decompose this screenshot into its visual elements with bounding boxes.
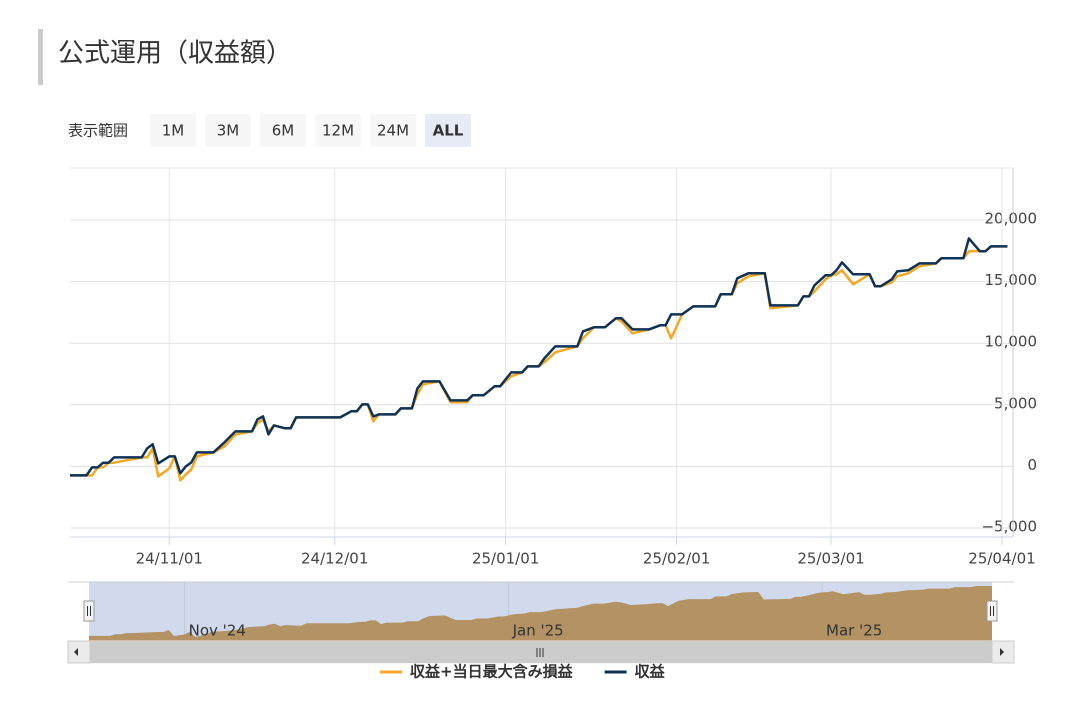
chart-title: 公式運用（収益額） xyxy=(58,39,292,69)
range-label: 表示範囲 xyxy=(68,122,128,140)
range-button-bg[interactable] xyxy=(150,114,196,147)
range-button-label: 1M xyxy=(162,122,185,140)
range-button-bg[interactable] xyxy=(425,114,471,147)
x-tick-label: 24/11/01 xyxy=(136,550,203,568)
scrollbar-arrow xyxy=(74,648,78,656)
range-button-label: 6M xyxy=(272,122,295,140)
range-button-bg xyxy=(260,114,306,147)
x-tick-label: 25/01/01 xyxy=(472,550,539,568)
navigator-handle[interactable] xyxy=(83,600,95,622)
range-button-bg[interactable] xyxy=(205,114,251,147)
legend-item[interactable]: 収益+当日最大含み損益 xyxy=(380,663,574,681)
navigator-handle-grip xyxy=(990,606,994,616)
y-tick-label: 5,000 xyxy=(994,394,1037,412)
scrollbar-arrow xyxy=(1000,648,1004,656)
legend-label[interactable]: 収益 xyxy=(635,663,666,681)
navigator-mask xyxy=(89,582,992,641)
range-button-label: 24M xyxy=(377,122,409,140)
x-tick-label: 25/02/01 xyxy=(643,550,710,568)
navigator-tick-label: Nov '24 xyxy=(189,622,246,640)
title-bar xyxy=(38,29,43,85)
y-tick-label: 20,000 xyxy=(985,209,1038,227)
x-tick-label: 24/12/01 xyxy=(301,550,368,568)
navigator-tick-label: Mar '25 xyxy=(826,622,882,640)
range-button-bg xyxy=(315,114,361,147)
navigator-handle-box[interactable] xyxy=(83,600,95,622)
y-tick-label: 10,000 xyxy=(985,333,1038,351)
y-tick-label: −5,000 xyxy=(981,518,1037,536)
range-button-bg xyxy=(370,114,416,147)
x-tick-label: 25/03/01 xyxy=(797,550,864,568)
y-tick-label: 0 xyxy=(1027,456,1037,474)
scrollbar-arrow-button[interactable] xyxy=(67,640,91,664)
legend-item[interactable]: 収益 xyxy=(604,663,666,681)
range-button: 24M xyxy=(370,114,416,147)
navigator-area xyxy=(89,586,992,641)
range-button-label: 12M xyxy=(322,122,354,140)
series-line xyxy=(70,237,1008,477)
range-button-label: ALL xyxy=(433,122,464,140)
range-button[interactable]: ALL xyxy=(425,114,471,147)
range-button: 6M xyxy=(260,114,306,147)
legend-label[interactable]: 収益+当日最大含み損益 xyxy=(410,663,574,681)
range-button[interactable]: 1M xyxy=(150,114,196,147)
range-button[interactable]: 3M xyxy=(205,114,251,147)
navigator-handle-box[interactable] xyxy=(986,600,998,622)
range-button: 12M xyxy=(315,114,361,147)
navigator-tick-label: Jan '25 xyxy=(512,622,564,640)
x-tick-label: 25/04/01 xyxy=(968,550,1035,568)
y-tick-label: 15,000 xyxy=(985,271,1038,289)
navigator-handle-grip xyxy=(87,606,91,616)
range-button-label: 3M xyxy=(217,122,240,140)
navigator-handle[interactable] xyxy=(986,600,998,622)
scrollbar-grip xyxy=(536,648,544,657)
